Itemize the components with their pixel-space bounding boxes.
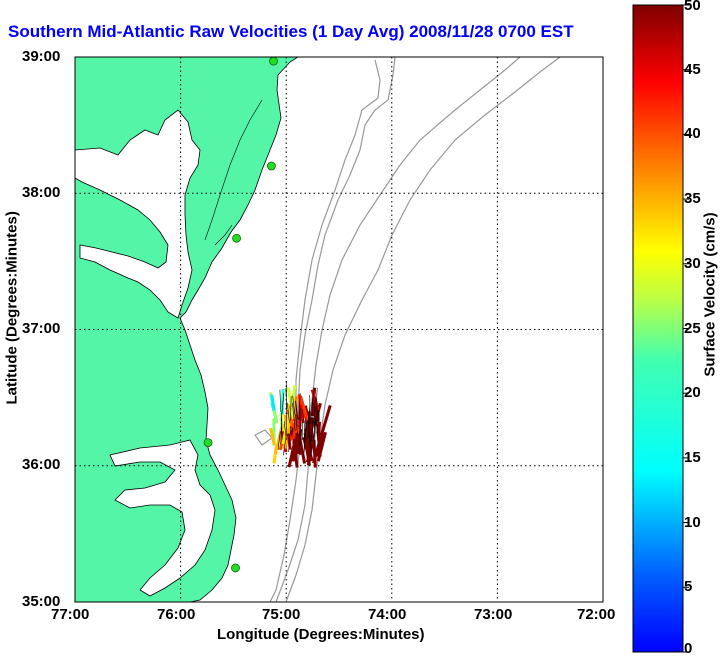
velocity-vector-outline [298,392,301,421]
velocity-vector-outline [304,422,307,451]
colorbar-tick-label: 10 [684,513,701,531]
delmarva-coast [204,99,263,246]
velocity-vector [281,414,291,445]
x-tick-label: 75:00 [262,606,301,623]
velocity-vector-outline [285,388,288,414]
velocity-vector [273,427,284,455]
x-tick-label: 72:00 [577,606,616,623]
velocity-vector-outline [311,421,314,442]
velocity-vector [298,404,305,424]
velocity-vector-outline [288,425,292,453]
velocity-vector-outline [283,421,287,441]
velocity-vector-outline [301,409,306,430]
y-tick-label: 39:00 [22,48,61,65]
x-tick-label: 76:00 [157,606,196,623]
velocity-vector-outline [309,394,311,424]
velocity-vector [270,394,276,411]
velocity-vector-outline [292,395,295,415]
x-axis-label: Longitude (Degrees:Minutes) [217,626,425,643]
velocity-vector-outline [295,414,298,437]
velocity-vectors [268,381,332,468]
velocity-vector-outline [286,402,290,424]
velocity-vector-outline [309,435,312,457]
y-tick-label: 35:00 [22,593,61,610]
velocity-vector [302,436,310,453]
y-tick-label: 36:00 [22,456,61,473]
grid-lines [75,57,603,602]
velocity-vector-outline [314,418,316,448]
x-tick-label: 74:00 [368,606,407,623]
colorbar-tick-label: 20 [684,384,701,402]
velocity-vector-outline [313,417,315,441]
x-tick-label: 73:00 [474,606,513,623]
colorbar-tick-label: 15 [684,448,701,466]
velocity-vector-outline [308,428,312,450]
colorbar-tick-label: 45 [684,60,701,78]
radar-station-marker [232,233,241,243]
velocity-vector-outline [290,396,292,421]
velocity-vector-outline [316,411,318,437]
velocity-vector-outline [303,426,306,457]
chesapeake-bay [75,109,201,319]
velocity-vector-outline [316,403,319,422]
colorbar-tick-label: 30 [684,254,701,272]
map-frame [74,56,604,603]
velocity-vector-outline [315,387,318,411]
colorbar-label: Surface Velocity (cm/s) [701,212,719,377]
y-tick-label: 37:00 [22,320,61,337]
y-tick-label: 38:00 [22,184,61,201]
map-content [75,57,603,602]
colorbar-tick-label: 35 [684,190,701,208]
velocity-vector [316,432,322,457]
colorbar-tick-label: 40 [684,125,701,143]
velocity-vector-outline [313,397,316,418]
velocity-vector-outline [307,404,311,425]
radar-station-marker [267,161,276,171]
velocity-vector-outline [283,436,287,456]
colorbar-tick-label: 5 [684,578,693,596]
velocity-vector-outline [295,401,299,427]
chart-title: Southern Mid-Atlantic Raw Velocities (1 … [8,22,574,41]
velocity-vector [293,446,299,468]
velocity-vector [319,404,332,436]
colorbar-tick-label: 25 [684,319,701,337]
radar-stations [203,57,278,573]
velocity-vector-outline [277,431,281,450]
velocity-vector [269,427,276,446]
velocity-vector [298,395,310,421]
radar-station-marker [269,57,278,66]
colorbar-tick-label: 0 [684,640,693,657]
velocity-vector [295,432,303,455]
colorbar-ticks [683,4,689,653]
velocity-vector-outline [280,421,282,445]
x-tick-label: 77:00 [51,606,90,623]
velocity-vector-outline [292,402,296,431]
pamlico-sound [109,439,216,597]
velocity-vector-outline [279,389,282,413]
radar-station-marker [231,563,240,573]
y-axis-label: Latitude (Degrees:Minutes) [3,211,21,405]
colorbar [632,4,684,653]
radar-station-marker [203,438,213,447]
bathymetry-contours [254,57,561,602]
colorbar-tick-label: 50 [684,0,701,14]
